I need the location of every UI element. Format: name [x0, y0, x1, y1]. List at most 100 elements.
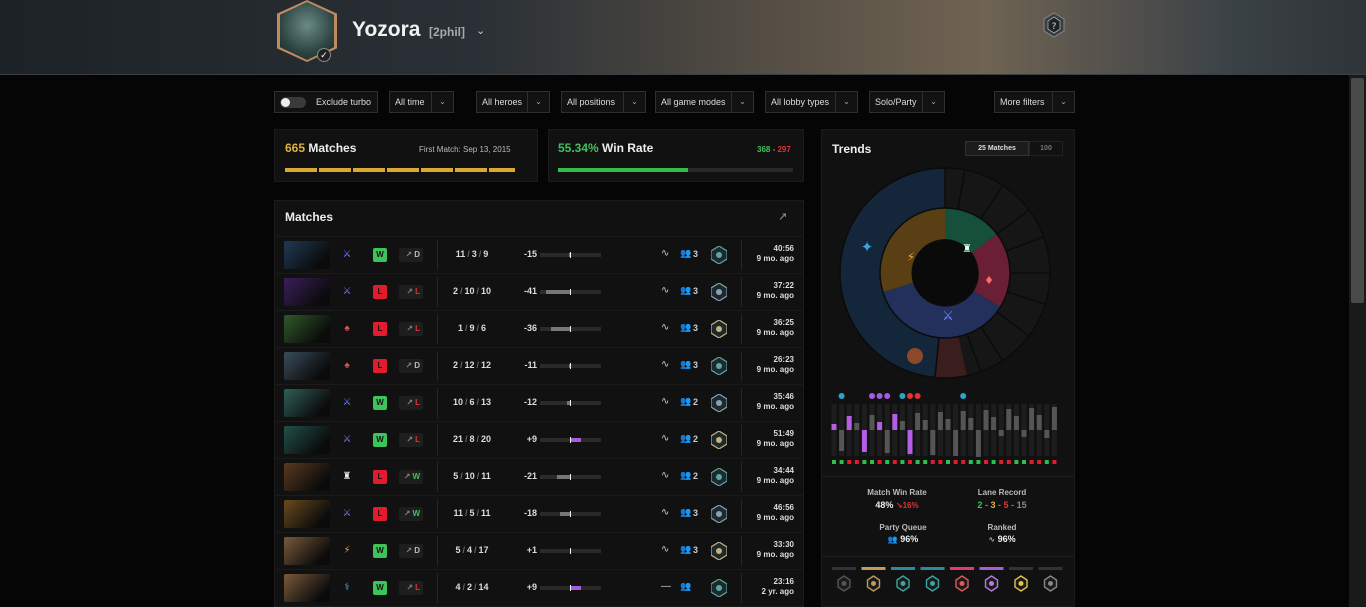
match-row[interactable]: ♜ L ↗ W 5/10/11 -21 ∿ 👥 2 34:44 9 mo. ago — [275, 458, 804, 495]
hero-portrait[interactable] — [284, 241, 330, 269]
chevron-down-icon: ⌄ — [431, 92, 453, 112]
verified-check-icon: ✓ — [317, 48, 331, 62]
rank-medal-icon — [711, 283, 727, 301]
ranked-icon: ∿ — [661, 507, 670, 518]
trend-result-dot — [832, 460, 836, 464]
party-filter-label: Solo/Party — [875, 97, 917, 107]
hero-portrait[interactable] — [284, 574, 330, 602]
party-size: 2 — [693, 434, 699, 444]
rank-medal-gem — [900, 581, 906, 586]
hero-portrait[interactable] — [284, 389, 330, 417]
match-row[interactable]: ⚡ W ↗ D 5/4/17 +1 ∿ 👥 3 33:30 9 mo. ago — [275, 532, 804, 569]
match-result-badge: W — [373, 433, 387, 447]
match-row[interactable]: ⚔ L ↗ L 2/10/10 -41 ∿ 👥 3 37:22 9 mo. ago — [275, 273, 804, 310]
networth-diff-midline — [570, 511, 571, 517]
assists: 13 — [481, 397, 492, 407]
more-filters-label: More filters — [1000, 97, 1045, 107]
match-row[interactable]: ⚕ W ↗ L 4/2/14 +9— 👥 23:16 2 yr. ago — [275, 569, 804, 606]
trends-divider-2 — [821, 556, 1075, 557]
match-row[interactable]: ⚔ W ↗ D 11/3/9 -15 ∿ 👥 3 40:56 9 mo. ago — [275, 236, 804, 273]
networth-diff-bar — [540, 400, 601, 406]
trend-result-dot — [1029, 460, 1034, 464]
party-icon: 👥 — [680, 396, 692, 406]
party-icon: 👥 — [680, 544, 692, 554]
heroes-filter-label: All heroes — [482, 97, 523, 107]
row-divider — [741, 277, 742, 307]
match-time: 26:23 9 mo. ago — [757, 355, 794, 375]
exclude-turbo-toggle[interactable] — [280, 97, 306, 108]
positions-filter[interactable]: All positions ⌄ — [561, 91, 646, 113]
player-tag: [2phil] — [429, 25, 465, 39]
kda: 10/6/13 — [441, 397, 503, 407]
trend-marker-icon — [907, 393, 913, 399]
matches-bar-segment — [285, 168, 317, 172]
trend-marker-icon — [960, 393, 967, 399]
more-filters-button[interactable]: More filters ⌄ — [994, 91, 1075, 113]
hero-portrait[interactable] — [284, 537, 330, 565]
party-icon: 👥 — [680, 322, 692, 332]
kda-sep: / — [462, 582, 465, 592]
party-size: 3 — [693, 508, 699, 518]
assists: 10 — [481, 286, 492, 296]
matches-count: 665 — [285, 141, 306, 155]
trend-bar — [960, 411, 966, 430]
matches-stat: 665 Matches — [285, 141, 356, 155]
party-icon: 👥 — [680, 470, 692, 480]
kda-sep: / — [464, 323, 468, 333]
time-filter[interactable]: All time ⌄ — [389, 91, 454, 113]
party-icon: 👥 — [680, 359, 692, 369]
match-row[interactable]: ♠ L ↗ D 2/12/12 -11 ∿ 👥 3 26:23 9 mo. ago — [275, 347, 804, 384]
lane-sep: - — [998, 500, 1001, 510]
lane-icon: ↗ — [406, 583, 414, 592]
deaths: 4 — [466, 545, 472, 555]
hero-portrait[interactable] — [284, 278, 330, 306]
tab-100-matches[interactable]: 100 — [1029, 141, 1063, 156]
party-filter[interactable]: Solo/Party ⌄ — [869, 91, 945, 113]
trend-result-dot — [1037, 460, 1042, 464]
hero-portrait[interactable] — [284, 463, 330, 491]
match-row[interactable]: ⚔ L ↗ W 11/5/11 -18 ∿ 👥 3 46:56 9 mo. ago — [275, 495, 804, 532]
lane-icon: ↗ — [406, 435, 414, 444]
role-support-icon: ♠ — [344, 323, 350, 334]
match-result-badge: W — [373, 544, 387, 558]
open-external-icon[interactable]: ↗ — [778, 211, 788, 223]
lane-icon: ↗ — [406, 287, 414, 296]
lane-icon: ↗ — [403, 509, 411, 518]
heroes-filter[interactable]: All heroes ⌄ — [476, 91, 550, 113]
deaths: 8 — [469, 434, 475, 444]
hero-portrait[interactable] — [284, 352, 330, 380]
match-win-rate-value: 48% — [875, 500, 894, 510]
trend-marker-icon — [838, 393, 845, 399]
match-row[interactable]: ♠ L ↗ L 1/9/6 -36 ∿ 👥 3 36:25 9 mo. ago — [275, 310, 804, 347]
deaths: 10 — [464, 286, 475, 296]
match-row[interactable]: ⚔ W ↗ L 10/6/13 -12 ∿ 👥 2 35:46 9 mo. ago — [275, 384, 804, 421]
tab-25-matches[interactable]: 25 Matches — [965, 141, 1029, 156]
page-scrollbar-thumb[interactable] — [1351, 78, 1364, 303]
trend-result-dot — [953, 460, 958, 464]
deaths: 9 — [469, 323, 475, 333]
match-row[interactable]: ⚔ W ↗ L 21/8/20 +9 ∿ 👥 2 51:49 9 mo. ago — [275, 421, 804, 458]
trend-bar — [884, 430, 890, 453]
chevron-down-icon: ⌄ — [922, 92, 944, 112]
networth-diff: -12 — [523, 397, 537, 407]
trend-bar — [937, 412, 943, 430]
medal-unknown-icon[interactable]: ? — [1042, 12, 1066, 38]
winrate-label: Win Rate — [602, 141, 654, 155]
donut-center — [912, 240, 978, 306]
game-modes-filter[interactable]: All game modes ⌄ — [655, 91, 754, 113]
kda-sep: / — [476, 286, 480, 296]
match-ago: 9 mo. ago — [756, 402, 794, 411]
trend-bar — [846, 416, 852, 430]
hero-portrait[interactable] — [284, 315, 330, 343]
role-carry-icon: ⚔ — [342, 286, 352, 297]
trend-bar — [899, 421, 905, 430]
matches-bar-segment — [319, 168, 351, 172]
networth-diff-bar — [540, 437, 601, 443]
profile-chevron-down-icon[interactable]: ⌄ — [476, 25, 486, 37]
trend-result-dot — [862, 460, 867, 464]
donut-icon-carry: ✦ — [861, 238, 874, 256]
hero-portrait[interactable] — [284, 426, 330, 454]
trend-bar — [945, 419, 951, 430]
lobby-types-filter[interactable]: All lobby types ⌄ — [765, 91, 858, 113]
hero-portrait[interactable] — [284, 500, 330, 528]
